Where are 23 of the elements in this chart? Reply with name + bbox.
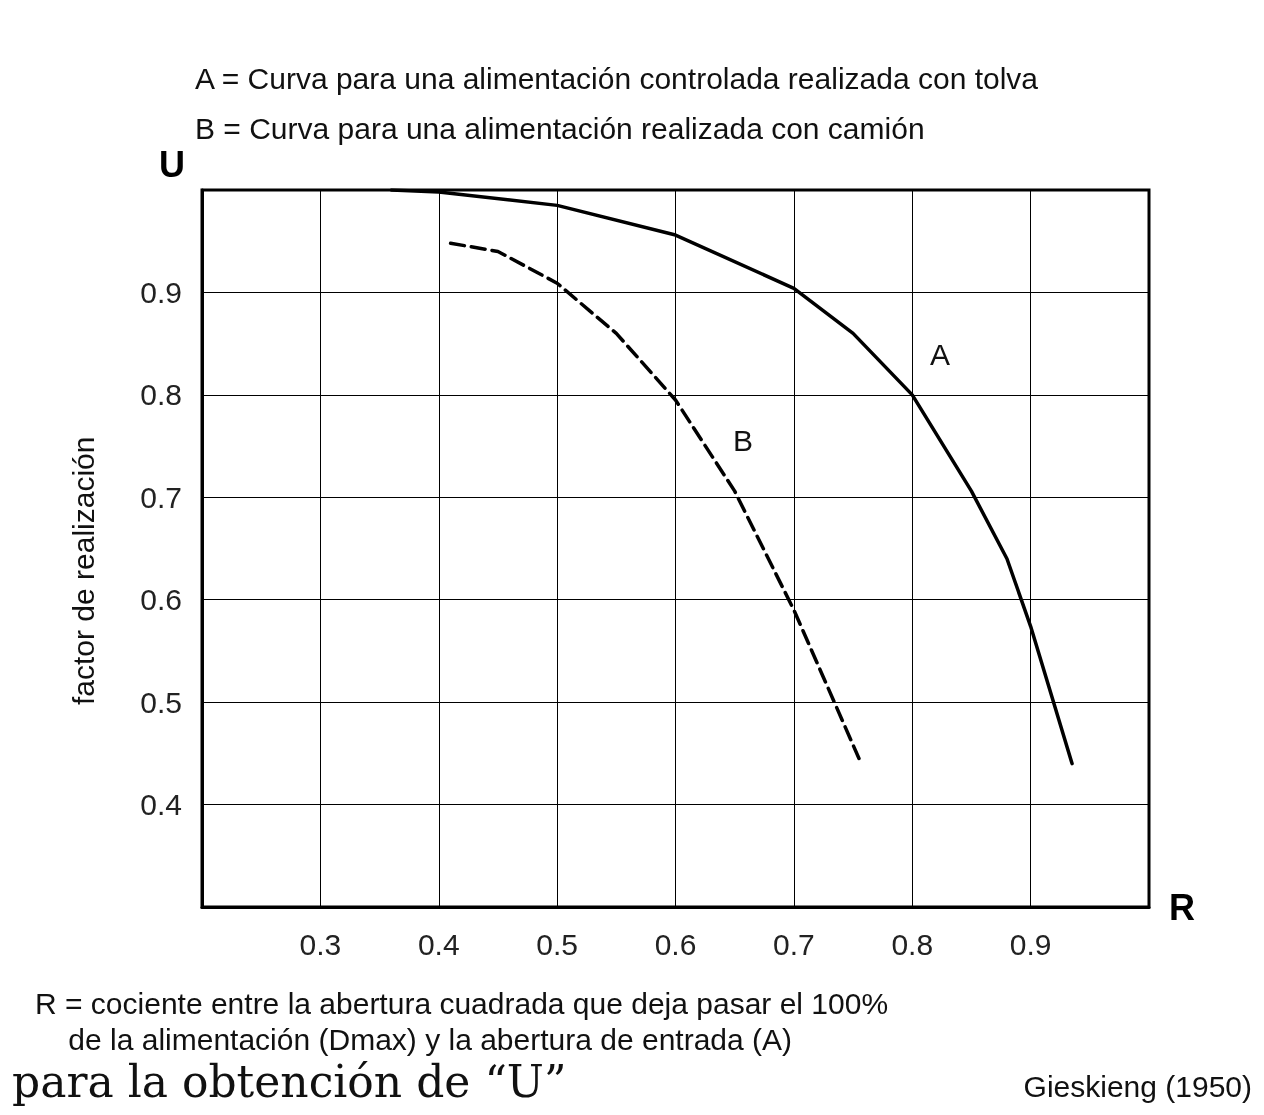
text: B = Curva para una alimentación realizada con camión: [195, 111, 925, 145]
text: A = Curva para una alimentación controlada realizada con tolva: [195, 61, 1039, 95]
text: para la obtención de “U”: [12, 1055, 567, 1107]
y-tick-label: 0.4: [140, 788, 182, 822]
x-tick-label: 0.4: [417, 927, 460, 961]
text: factor de realización: [66, 436, 100, 705]
x-tick-label: 0.5: [536, 927, 578, 961]
x-tick-label: 0.8: [891, 927, 934, 961]
text: Gieskieng (1950): [1023, 1069, 1253, 1103]
annotation: A: [930, 337, 951, 371]
y-axis-title: U: [159, 143, 185, 185]
y-tick-label: 0.6: [140, 583, 182, 617]
y-tick-label: 0.7: [140, 480, 182, 514]
text: R = cociente entre la abertura cuadrada que deja pasar el 100% de la alimentación (Dmax) y la abertura de entrada (A): [35, 986, 889, 1056]
y-tick-label: 0.8: [140, 378, 182, 412]
x-tick-label: 0.9: [1009, 927, 1052, 961]
y-tick-label: 0.5: [140, 685, 182, 719]
x-tick-label: 0.7: [773, 927, 815, 961]
x-tick-label: 0.3: [299, 927, 342, 961]
x-axis-title: R: [1169, 886, 1195, 928]
y-tick-label: 0.9: [140, 275, 182, 309]
x-tick-label: 0.6: [654, 927, 697, 961]
annotation: B: [733, 423, 754, 457]
